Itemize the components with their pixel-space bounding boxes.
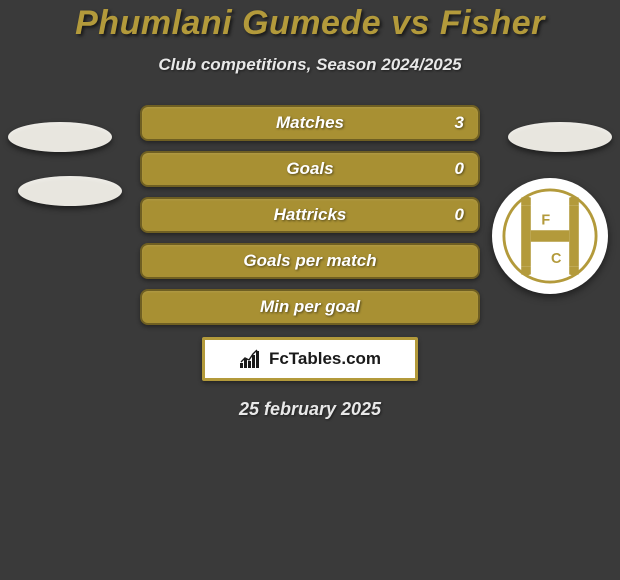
stat-right-value: 3 [455,113,464,133]
stat-label: Hattricks [274,205,347,225]
comparison-card: Phumlani Gumede vs Fisher Club competiti… [0,0,620,580]
stat-bar: Goals 0 [140,151,480,187]
attribution-badge: FcTables.com [202,337,418,381]
stat-row-min-per-goal: Min per goal [0,289,620,325]
stats-list: Matches 3 Goals 0 Hattricks 0 Goals per … [0,105,620,325]
bars-icon [239,349,263,369]
stat-row-goals-per-match: Goals per match [0,243,620,279]
stat-row-matches: Matches 3 [0,105,620,141]
stat-right-value: 0 [455,205,464,225]
stat-bar: Matches 3 [140,105,480,141]
stat-right-value: 0 [455,159,464,179]
page-title: Phumlani Gumede vs Fisher [0,4,620,43]
stat-bar: Goals per match [140,243,480,279]
stat-label: Matches [276,113,344,133]
stat-label: Goals per match [243,251,376,271]
stat-label: Min per goal [260,297,360,317]
stat-row-hattricks: Hattricks 0 [0,197,620,233]
stat-bar: Hattricks 0 [140,197,480,233]
stat-label: Goals [286,159,333,179]
date-text: 25 february 2025 [0,399,620,420]
stat-row-goals: Goals 0 [0,151,620,187]
stat-bar: Min per goal [140,289,480,325]
attribution-text: FcTables.com [269,349,381,369]
subtitle: Club competitions, Season 2024/2025 [0,55,620,75]
